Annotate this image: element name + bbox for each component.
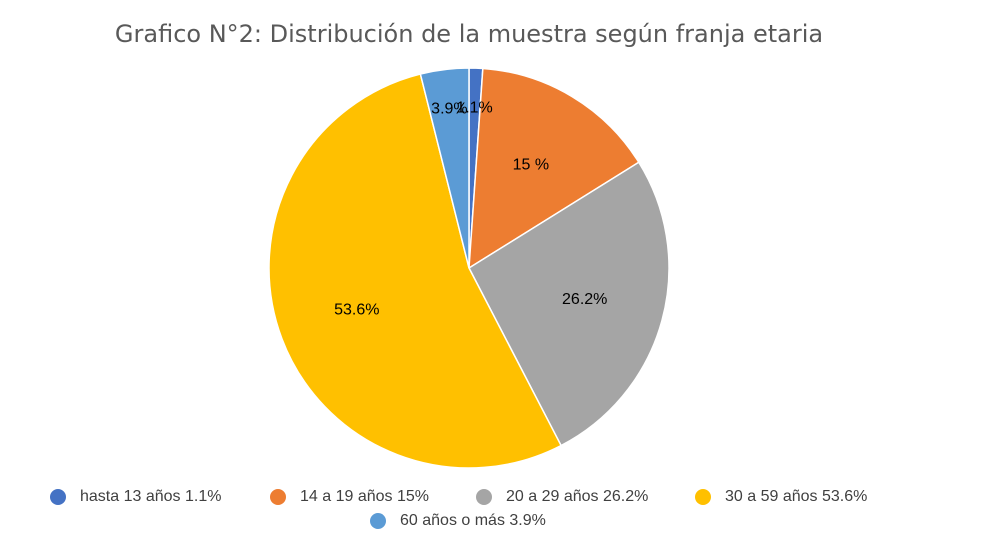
pie-slice (268, 73, 563, 469)
pie-slice (468, 161, 670, 447)
data-label: 53.6% (334, 302, 379, 319)
legend-label: 30 a 59 años 53.6% (725, 488, 867, 505)
legend-label: 20 a 29 años 26.2% (506, 488, 648, 505)
chart-title: Grafico N°2: Distribución de la muestra … (115, 20, 823, 48)
legend-label: 14 a 19 años 15% (300, 488, 429, 505)
legend-marker (50, 489, 66, 505)
legend-label: 60 años o más 3.9% (400, 512, 546, 529)
legend-label: hasta 13 años 1.1% (80, 488, 221, 505)
data-label: 15 % (513, 156, 549, 173)
data-label: 1.1% (456, 99, 492, 116)
pie-slice (468, 67, 640, 270)
data-label: 3.9% (431, 100, 467, 117)
legend-marker (695, 489, 711, 505)
data-label: 26.2% (562, 291, 607, 308)
legend-marker (370, 513, 386, 529)
legend-marker (476, 489, 492, 505)
legend-marker (270, 489, 286, 505)
pie-slice (419, 67, 470, 269)
